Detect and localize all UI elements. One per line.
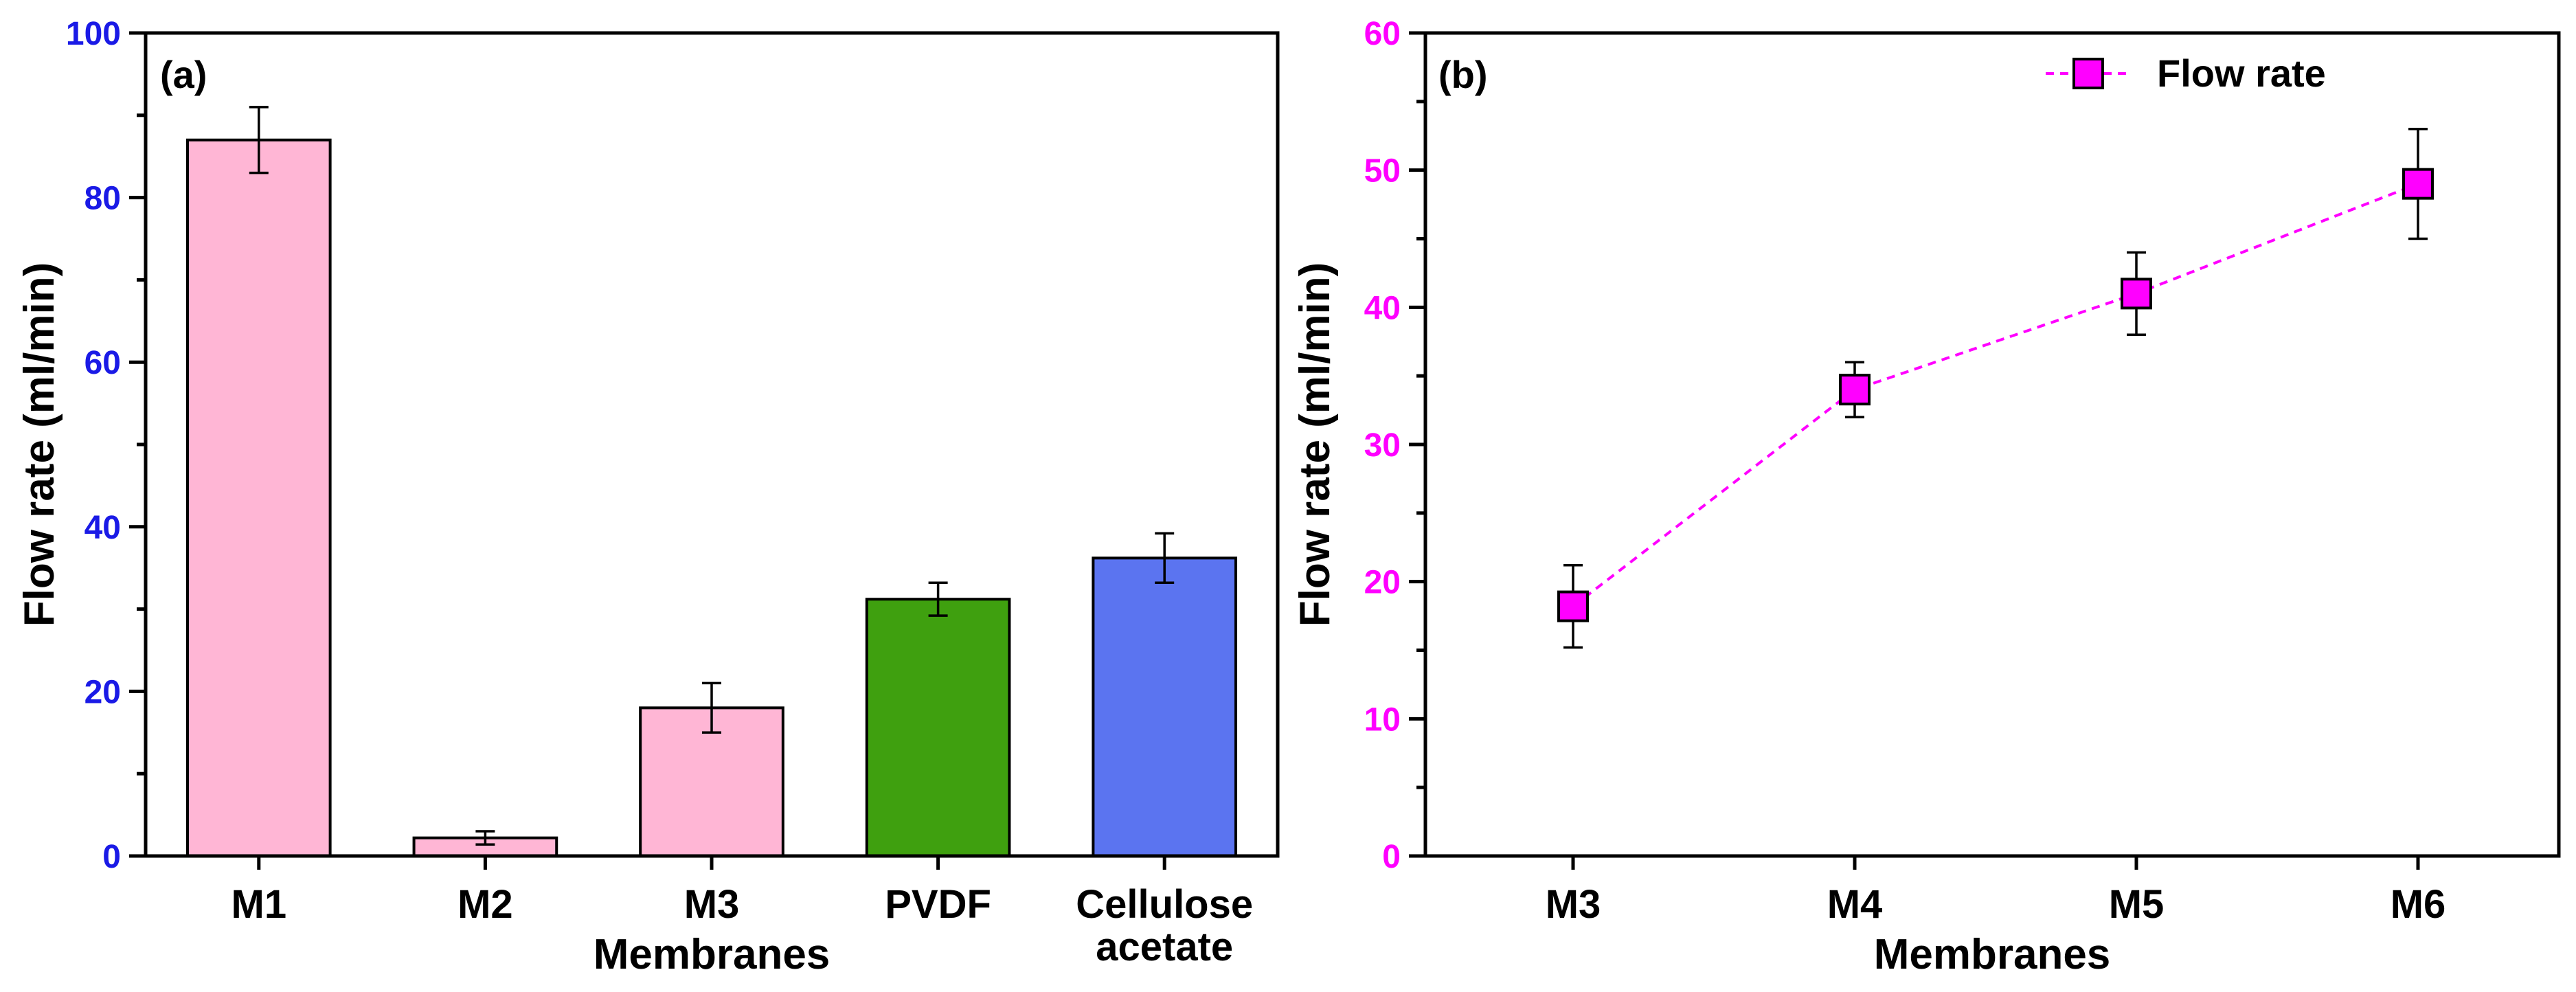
panel-a-x-tick-label: Cellulose <box>1076 882 1253 927</box>
data-point-m6 <box>2402 168 2434 200</box>
panel-a-x-tick-label: PVDF <box>885 882 991 927</box>
error-bar <box>249 106 269 174</box>
panel-b-series-line <box>1572 182 2419 608</box>
panel-b-y-tick-label: 40 <box>1364 290 1401 326</box>
panel-a-x-tick-label: M1 <box>231 882 287 927</box>
panel-a-y-tick-label: 80 <box>84 181 121 217</box>
data-point-m4 <box>1839 374 1871 406</box>
panel-a-x-axis-label: Membranes <box>594 931 831 978</box>
bar-cellulose-acetate <box>1092 556 1238 857</box>
error-bar <box>702 681 721 734</box>
panel-b-x-axis-label: Membranes <box>1874 931 2111 978</box>
panel-a-y-tick-label: 60 <box>84 345 121 381</box>
panel-a-bars <box>185 138 1238 858</box>
panel-b-x-tick-label: M6 <box>2391 882 2446 927</box>
panel-b-frame <box>1423 31 2561 858</box>
panel-b-label: (b) <box>1438 53 1488 96</box>
panel-b-x-tick-label: M5 <box>2109 882 2165 927</box>
panel-b-markers <box>1557 168 2434 622</box>
panel-b-ticks <box>1409 31 2420 870</box>
panel-b-y-tick-label: 0 <box>1382 839 1401 875</box>
panel-b-x-tick-labels: M3 M4 M5 M6 <box>1546 882 2446 927</box>
panel-a-y-tick-label: 100 <box>66 16 121 52</box>
bar-m1 <box>185 138 332 858</box>
data-point-m3 <box>1557 590 1589 622</box>
panel-b-y-tick-label: 30 <box>1364 427 1401 464</box>
panel-a-y-tick-label: 40 <box>84 510 121 546</box>
panel-a-y-tick-labels: 0 20 40 60 80 100 <box>66 16 121 875</box>
panel-b-legend: Flow rate <box>2046 52 2326 95</box>
panel-b-y-tick-label: 20 <box>1364 565 1401 601</box>
panel-a-y-tick-label: 0 <box>102 839 121 875</box>
error-bar <box>928 581 948 617</box>
panel-a-x-tick-label: acetate <box>1096 925 1233 969</box>
panel-a-frame <box>144 31 1280 858</box>
panel-a-label: (a) <box>160 53 207 96</box>
legend-marker <box>2072 58 2104 89</box>
panel-a-y-tick-label: 20 <box>84 674 121 710</box>
panel-a-error-bars <box>249 106 1175 846</box>
panel-b-y-tick-label: 50 <box>1364 153 1401 190</box>
panel-b: (b) Flow rate (ml/min) Membranes 0 10 20 30… <box>1291 16 2561 978</box>
panel-b-y-tick-labels: 0 10 20 30 40 50 60 <box>1364 16 1401 875</box>
error-bar <box>475 830 495 846</box>
panel-b-y-tick-label: 10 <box>1364 701 1401 738</box>
error-bar <box>1155 532 1175 585</box>
panel-b-x-tick-label: M4 <box>1827 882 1883 927</box>
panel-a-x-tick-label: M3 <box>684 882 740 927</box>
bar-pvdf <box>865 598 1011 857</box>
panel-a: (a) Flow rate (ml/min) Membranes 0 20 40 60… <box>16 16 1280 978</box>
panel-b-y-axis-label: Flow rate (ml/min) <box>1291 262 1339 627</box>
legend-label: Flow rate <box>2157 52 2326 95</box>
data-point-m5 <box>2121 278 2152 310</box>
panel-b-y-tick-label: 60 <box>1364 16 1401 52</box>
panel-a-y-axis-label: Flow rate (ml/min) <box>16 262 63 627</box>
panel-a-x-tick-label: M2 <box>457 882 513 927</box>
panel-b-error-bars <box>1563 128 2428 649</box>
panel-b-x-tick-label: M3 <box>1546 882 1601 927</box>
